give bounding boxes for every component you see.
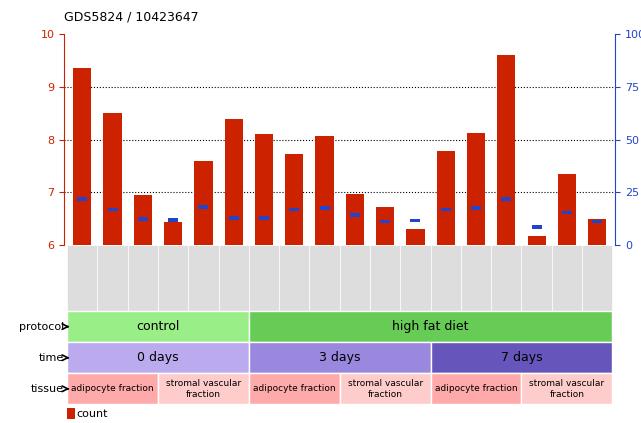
Bar: [67, 408, 75, 420]
Bar: [310, 245, 340, 311]
Bar: [522, 245, 552, 311]
Bar: [199, 206, 208, 209]
Bar: [592, 220, 602, 223]
Bar: [340, 373, 431, 404]
Bar: [582, 245, 612, 311]
Bar: [471, 206, 481, 210]
Text: stromal vascular
fraction: stromal vascular fraction: [166, 379, 241, 398]
Bar: [320, 206, 329, 210]
Bar: [289, 208, 299, 211]
Bar: [410, 219, 420, 222]
Bar: [249, 373, 340, 404]
Bar: [158, 373, 249, 404]
Bar: [138, 217, 148, 221]
Text: count: count: [76, 409, 108, 419]
Text: GDS5824 / 10423647: GDS5824 / 10423647: [64, 11, 199, 24]
Bar: [249, 342, 431, 373]
Bar: [431, 342, 612, 373]
Bar: [168, 218, 178, 222]
Bar: [401, 245, 431, 311]
Bar: [431, 245, 461, 311]
Bar: [259, 216, 269, 220]
Text: 0 days: 0 days: [137, 351, 179, 364]
Bar: [67, 373, 158, 404]
Bar: [229, 216, 238, 220]
Text: protocol: protocol: [19, 321, 64, 332]
Bar: [108, 208, 117, 211]
Bar: [73, 68, 92, 245]
Bar: [552, 245, 582, 311]
Text: adipocyte fraction: adipocyte fraction: [253, 385, 336, 393]
Bar: [103, 113, 122, 245]
Bar: [528, 236, 545, 245]
Bar: [224, 119, 243, 245]
Text: stromal vascular
fraction: stromal vascular fraction: [347, 379, 422, 398]
Text: adipocyte fraction: adipocyte fraction: [71, 385, 154, 393]
Bar: [340, 245, 370, 311]
Bar: [249, 245, 279, 311]
Text: control: control: [137, 320, 179, 333]
Bar: [158, 245, 188, 311]
Text: adipocyte fraction: adipocyte fraction: [435, 385, 517, 393]
Bar: [285, 154, 303, 245]
Bar: [315, 136, 334, 245]
Bar: [558, 174, 576, 245]
Bar: [345, 194, 364, 245]
Bar: [497, 55, 515, 245]
Bar: [67, 342, 249, 373]
Text: 3 days: 3 days: [319, 351, 360, 364]
Bar: [431, 373, 522, 404]
Bar: [588, 219, 606, 245]
Bar: [380, 220, 390, 223]
Bar: [219, 245, 249, 311]
Bar: [255, 135, 273, 245]
Bar: [78, 197, 87, 201]
Bar: [376, 207, 394, 245]
Bar: [97, 245, 128, 311]
Bar: [437, 151, 455, 245]
Bar: [522, 373, 612, 404]
Bar: [194, 161, 213, 245]
Bar: [188, 245, 219, 311]
Bar: [350, 213, 360, 217]
Bar: [67, 245, 97, 311]
Bar: [467, 133, 485, 245]
Text: 7 days: 7 days: [501, 351, 542, 364]
Bar: [249, 311, 612, 342]
Bar: [441, 208, 451, 211]
Text: stromal vascular
fraction: stromal vascular fraction: [529, 379, 604, 398]
Bar: [501, 197, 512, 201]
Bar: [531, 225, 542, 229]
Bar: [491, 245, 522, 311]
Bar: [67, 311, 249, 342]
Bar: [134, 195, 152, 245]
Bar: [370, 245, 401, 311]
Bar: [279, 245, 310, 311]
Bar: [562, 211, 572, 214]
Text: tissue: tissue: [31, 384, 64, 394]
Bar: [461, 245, 491, 311]
Bar: [406, 230, 424, 245]
Text: high fat diet: high fat diet: [392, 320, 469, 333]
Bar: [128, 245, 158, 311]
Bar: [164, 222, 182, 245]
Text: time: time: [39, 353, 64, 363]
